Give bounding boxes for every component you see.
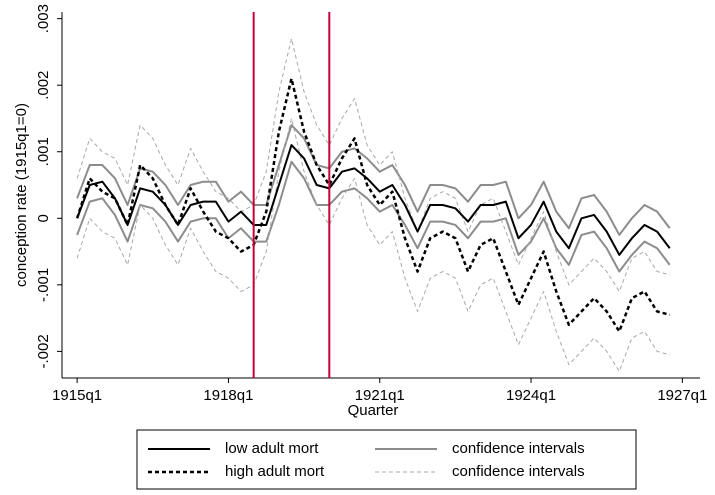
- ci-line: [76, 124, 671, 236]
- x-axis-title: Quarter: [348, 402, 399, 419]
- ci-line: [76, 160, 671, 273]
- y-tick-label: .003: [35, 4, 52, 33]
- legend-label: confidence intervals: [452, 463, 585, 480]
- y-tick-label: -.002: [35, 334, 52, 368]
- legend-label: high adult mort: [225, 463, 325, 480]
- legend-label: low adult mort: [225, 440, 319, 457]
- ci-line: [76, 38, 670, 292]
- series-line: [75, 77, 671, 333]
- legend-box: [136, 429, 637, 490]
- y-tick-label: .001: [35, 137, 52, 166]
- ci-line: [76, 117, 670, 372]
- y-tick-label: .002: [35, 71, 52, 100]
- x-tick-label: 1918q1: [203, 387, 253, 404]
- y-tick-label: -.001: [35, 268, 52, 302]
- x-tick-label: 1927q1: [657, 387, 707, 404]
- y-tick-label: 0: [35, 214, 52, 222]
- x-tick-label: 1921q1: [355, 387, 405, 404]
- legend-label: confidence intervals: [452, 440, 585, 457]
- x-tick-label: 1915q1: [52, 387, 102, 404]
- x-tick-label: 1924q1: [506, 387, 556, 404]
- y-axis-title: conception rate (1915q1=0): [13, 103, 30, 287]
